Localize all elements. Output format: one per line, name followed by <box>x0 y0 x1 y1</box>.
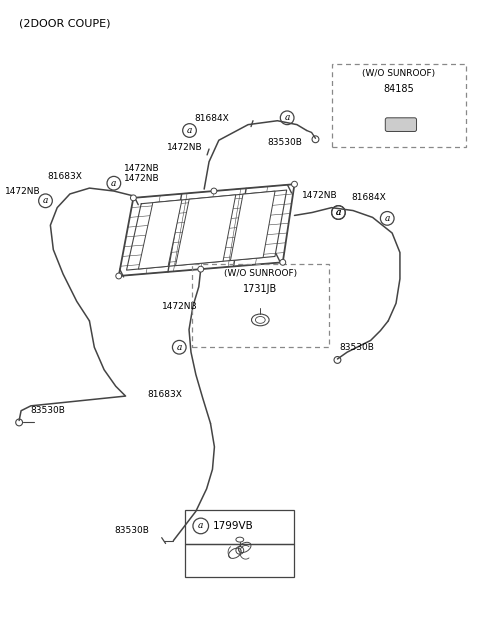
Text: 1799VB: 1799VB <box>213 521 253 531</box>
Text: 81684X: 81684X <box>351 193 386 203</box>
Text: 83530B: 83530B <box>31 406 66 415</box>
Circle shape <box>131 195 136 201</box>
Text: 1472NB: 1472NB <box>162 302 197 311</box>
Text: 1472NB: 1472NB <box>124 174 159 183</box>
Text: (W/O SUNROOF): (W/O SUNROOF) <box>362 69 435 78</box>
Text: a: a <box>285 113 290 122</box>
Bar <box>332 64 467 147</box>
Text: 1472NB: 1472NB <box>124 164 159 173</box>
Text: (2DOOR COUPE): (2DOOR COUPE) <box>19 18 110 28</box>
Circle shape <box>280 260 286 265</box>
Text: 83530B: 83530B <box>115 526 150 536</box>
Text: a: a <box>111 179 117 188</box>
Text: 1472NB: 1472NB <box>5 187 41 196</box>
Text: a: a <box>336 208 341 217</box>
Text: a: a <box>336 208 341 217</box>
Text: a: a <box>198 522 204 530</box>
FancyBboxPatch shape <box>385 118 417 132</box>
Text: a: a <box>43 196 48 205</box>
Polygon shape <box>230 191 275 261</box>
Text: (W/O SUNROOF): (W/O SUNROOF) <box>224 269 297 278</box>
Text: 83530B: 83530B <box>339 342 374 352</box>
Bar <box>185 544 295 577</box>
Text: a: a <box>187 126 192 135</box>
Text: 81684X: 81684X <box>194 115 229 123</box>
Circle shape <box>198 266 204 272</box>
Text: 1472NB: 1472NB <box>167 142 203 151</box>
Circle shape <box>116 273 121 279</box>
Polygon shape <box>176 195 236 266</box>
Text: a: a <box>177 342 182 352</box>
Bar <box>185 510 295 544</box>
Polygon shape <box>138 200 182 269</box>
Text: 83530B: 83530B <box>268 138 302 147</box>
Text: 81683X: 81683X <box>48 172 83 181</box>
Text: 1731JB: 1731JB <box>243 284 277 294</box>
Text: 1472NB: 1472NB <box>302 191 338 201</box>
Circle shape <box>291 181 298 187</box>
Circle shape <box>211 188 217 194</box>
Text: 81683X: 81683X <box>147 390 182 399</box>
Text: a: a <box>384 214 390 223</box>
Bar <box>192 264 329 348</box>
Text: 84185: 84185 <box>384 84 414 94</box>
